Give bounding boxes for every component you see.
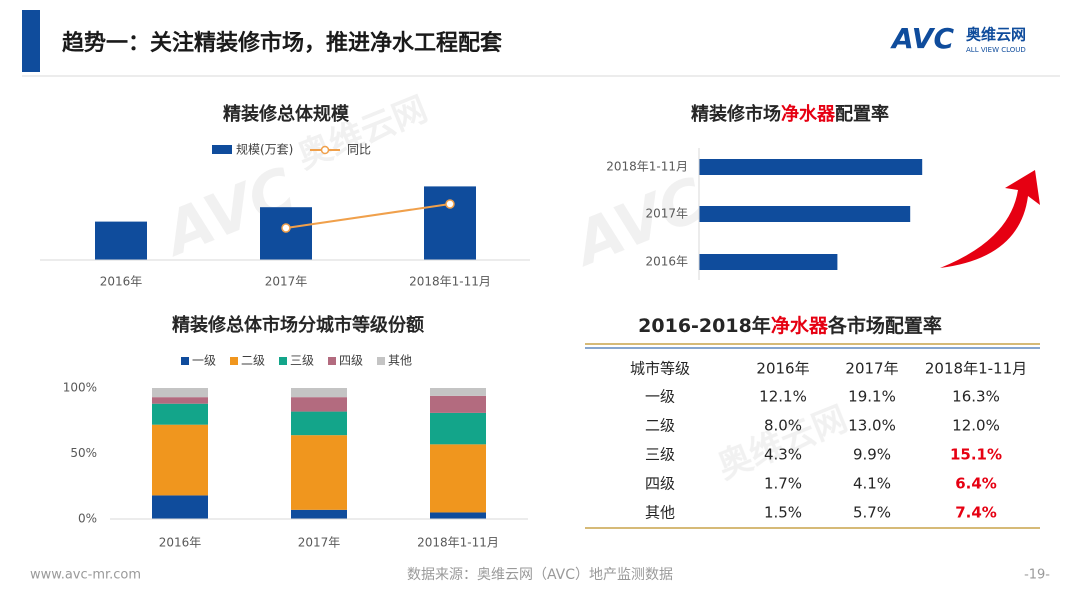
table-cell: 19.1%	[848, 388, 896, 406]
bar	[699, 206, 911, 222]
bar-segment	[291, 411, 347, 436]
chart-title: 精装修总体规模	[223, 103, 350, 125]
bar-segment	[430, 412, 486, 445]
bar-segment	[291, 388, 347, 398]
bar-segment	[152, 388, 208, 398]
bar-segment	[430, 395, 486, 413]
y-tick-label: 2017年	[645, 207, 688, 221]
table-cell: 1.7%	[764, 475, 802, 493]
table-cell: 15.1%	[950, 446, 1002, 464]
table-cell: 12.0%	[952, 417, 1000, 435]
legend-swatch	[328, 357, 336, 365]
legend-swatch	[377, 357, 385, 365]
bar-segment	[291, 509, 347, 519]
legend-swatch	[212, 145, 232, 154]
table-cell: 6.4%	[955, 475, 997, 493]
chart-title: 2016-2018年净水器各市场配置率	[638, 314, 942, 337]
legend-marker	[320, 145, 330, 155]
bar-segment	[152, 424, 208, 496]
bar	[424, 186, 476, 260]
title-part: 净水器	[781, 103, 836, 125]
legend-label: 一级	[192, 354, 216, 368]
table-cell: 5.7%	[853, 504, 891, 522]
y-tick-label: 100%	[63, 381, 97, 395]
logo: AVC	[890, 22, 954, 55]
legend-label: 规模(万套)	[236, 142, 293, 157]
table-cell: 4.1%	[853, 475, 891, 493]
legend-label: 三级	[290, 354, 314, 368]
table-cell: 1.5%	[764, 504, 802, 522]
footer-page: -19-	[1024, 568, 1050, 583]
footer-site: www.avc-mr.com	[30, 568, 141, 583]
title-part: 精装修市场	[691, 103, 781, 125]
y-tick-label: 2016年	[645, 255, 688, 269]
line-marker	[445, 199, 455, 209]
legend-swatch	[279, 357, 287, 365]
x-tick-label: 2016年	[100, 275, 143, 289]
y-tick-label: 0%	[78, 512, 97, 526]
header-bar	[22, 10, 40, 72]
title-part: 各市场配置率	[827, 314, 942, 337]
table-cell: 7.4%	[955, 504, 997, 522]
bar-segment	[430, 388, 486, 396]
bar	[260, 207, 312, 260]
bar-segment	[152, 495, 208, 519]
title-part: 配置率	[835, 103, 889, 125]
table-cell: 四级	[645, 475, 675, 493]
table-cell: 8.0%	[764, 417, 802, 435]
x-tick-label: 2016年	[159, 536, 202, 550]
table-cell: 12.1%	[759, 388, 807, 406]
table-header: 城市等级	[630, 360, 690, 378]
x-tick-label: 2018年1-11月	[409, 275, 491, 289]
legend-swatch	[230, 357, 238, 365]
legend-label: 其他	[388, 354, 412, 368]
title-part: 净水器	[771, 314, 829, 337]
y-tick-label: 50%	[70, 446, 97, 460]
logo-cn: 奥维云网	[966, 26, 1026, 44]
table-cell: 13.0%	[848, 417, 896, 435]
bar-segment	[291, 397, 347, 412]
bar	[95, 221, 147, 260]
slide-title: 趋势一：关注精装修市场，推进净水工程配套	[62, 30, 502, 56]
legend-label: 四级	[339, 354, 363, 368]
table-header: 2016年	[756, 360, 809, 378]
chart-title: 精装修市场净水器配置率	[691, 103, 889, 125]
x-tick-label: 2017年	[298, 536, 341, 550]
table-cell: 一级	[645, 388, 675, 406]
title-part: 2016-2018年	[638, 314, 771, 337]
line	[285, 203, 451, 229]
bar-segment	[430, 512, 486, 519]
chart-title: 精装修总体市场分城市等级份额	[172, 314, 424, 336]
bar	[699, 159, 923, 175]
table-cell: 4.3%	[764, 446, 802, 464]
table-cell: 16.3%	[952, 388, 1000, 406]
line-marker	[281, 223, 291, 233]
bar-segment	[430, 444, 486, 513]
bar	[699, 254, 838, 270]
x-tick-label: 2018年1-11月	[417, 536, 499, 550]
table-cell: 三级	[645, 446, 675, 464]
table-header: 2018年1-11月	[925, 360, 1027, 378]
x-tick-label: 2017年	[265, 275, 308, 289]
y-tick-label: 2018年1-11月	[606, 160, 688, 174]
logo-en: ALL VIEW CLOUD	[966, 46, 1026, 54]
bar-segment	[152, 397, 208, 404]
footer-source: 数据来源：奥维云网（AVC）地产监测数据	[407, 566, 673, 583]
legend-label: 二级	[241, 354, 265, 368]
legend-swatch	[181, 357, 189, 365]
legend-label: 同比	[347, 143, 371, 157]
trend-arrow	[940, 170, 1040, 268]
table-cell: 9.9%	[853, 446, 891, 464]
bar-segment	[291, 435, 347, 510]
table-cell: 二级	[645, 417, 675, 435]
table-header: 2017年	[845, 360, 898, 378]
bar-segment	[152, 403, 208, 425]
table-cell: 其他	[645, 504, 675, 522]
